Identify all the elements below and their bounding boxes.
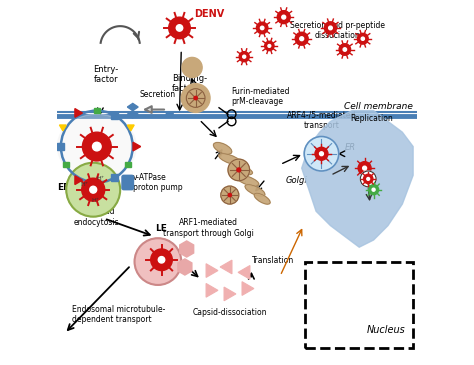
Polygon shape bbox=[133, 142, 141, 151]
Text: ER: ER bbox=[345, 143, 356, 152]
Circle shape bbox=[228, 193, 231, 197]
Circle shape bbox=[372, 188, 375, 191]
Polygon shape bbox=[206, 284, 218, 297]
Circle shape bbox=[268, 45, 271, 47]
Circle shape bbox=[66, 163, 120, 217]
Circle shape bbox=[151, 249, 173, 270]
Circle shape bbox=[92, 142, 101, 151]
Polygon shape bbox=[238, 265, 250, 279]
Text: LE: LE bbox=[155, 224, 167, 233]
Polygon shape bbox=[59, 125, 66, 131]
Circle shape bbox=[358, 162, 371, 174]
Circle shape bbox=[364, 174, 373, 184]
Circle shape bbox=[360, 171, 376, 187]
Text: ARF1-mediated
transport through Golgi: ARF1-mediated transport through Golgi bbox=[163, 218, 254, 238]
Circle shape bbox=[304, 137, 339, 171]
Text: Secretion and pr-peptide
dissociation: Secretion and pr-peptide dissociation bbox=[290, 21, 385, 40]
Circle shape bbox=[343, 48, 346, 51]
Polygon shape bbox=[75, 176, 82, 185]
Polygon shape bbox=[93, 184, 100, 190]
Circle shape bbox=[260, 26, 264, 30]
Polygon shape bbox=[178, 259, 191, 275]
Circle shape bbox=[186, 89, 205, 107]
Text: Golgi: Golgi bbox=[285, 176, 307, 185]
Circle shape bbox=[339, 44, 351, 55]
Circle shape bbox=[369, 185, 379, 195]
Polygon shape bbox=[128, 103, 138, 111]
Circle shape bbox=[176, 25, 182, 31]
Text: Nucleus: Nucleus bbox=[367, 325, 406, 335]
Text: Endosomal microtubule-
dependent transport: Endosomal microtubule- dependent transpo… bbox=[72, 305, 165, 324]
Circle shape bbox=[319, 152, 323, 156]
Circle shape bbox=[282, 15, 286, 19]
Text: H⁺: H⁺ bbox=[91, 198, 99, 203]
Text: Capsid-dissociation: Capsid-dissociation bbox=[192, 308, 267, 317]
Polygon shape bbox=[128, 111, 138, 118]
Polygon shape bbox=[128, 125, 134, 131]
Ellipse shape bbox=[219, 154, 241, 165]
Circle shape bbox=[158, 257, 165, 263]
Circle shape bbox=[256, 22, 268, 34]
Ellipse shape bbox=[213, 142, 232, 154]
Polygon shape bbox=[224, 287, 236, 301]
Circle shape bbox=[300, 37, 304, 41]
Ellipse shape bbox=[229, 165, 253, 175]
Text: Entry-
factor: Entry- factor bbox=[93, 65, 118, 84]
Circle shape bbox=[277, 11, 290, 24]
Bar bbox=[305, 262, 413, 348]
Circle shape bbox=[239, 52, 249, 62]
Polygon shape bbox=[111, 112, 118, 119]
Polygon shape bbox=[180, 241, 193, 257]
Ellipse shape bbox=[245, 185, 265, 196]
Circle shape bbox=[367, 177, 370, 180]
Text: v-ATPase
proton pump: v-ATPase proton pump bbox=[133, 173, 182, 192]
Ellipse shape bbox=[237, 175, 259, 186]
Text: DENV: DENV bbox=[194, 9, 224, 19]
Circle shape bbox=[324, 22, 337, 34]
Circle shape bbox=[264, 41, 274, 51]
Circle shape bbox=[295, 32, 308, 45]
Circle shape bbox=[361, 37, 365, 41]
Circle shape bbox=[328, 26, 332, 30]
Text: EE: EE bbox=[58, 183, 70, 192]
Text: Secretion: Secretion bbox=[140, 90, 176, 99]
Text: H⁺: H⁺ bbox=[80, 182, 88, 187]
Polygon shape bbox=[57, 143, 64, 150]
Polygon shape bbox=[242, 282, 254, 295]
Text: Cell membrane: Cell membrane bbox=[344, 101, 413, 111]
Circle shape bbox=[90, 186, 97, 193]
Circle shape bbox=[194, 96, 197, 100]
Text: H⁺: H⁺ bbox=[96, 176, 104, 181]
Text: ARF4-/5-mediated
transport: ARF4-/5-mediated transport bbox=[287, 111, 356, 130]
Text: Furin-mediated
prM-cleavage: Furin-mediated prM-cleavage bbox=[232, 87, 290, 106]
Polygon shape bbox=[111, 174, 118, 181]
Polygon shape bbox=[206, 264, 218, 277]
Circle shape bbox=[363, 166, 366, 170]
Polygon shape bbox=[57, 114, 137, 179]
Circle shape bbox=[315, 147, 328, 160]
Circle shape bbox=[135, 238, 181, 285]
Ellipse shape bbox=[254, 193, 270, 204]
Polygon shape bbox=[301, 111, 413, 247]
Polygon shape bbox=[75, 108, 82, 117]
Circle shape bbox=[182, 57, 202, 77]
Text: Clathrin
mediated
endocytosis: Clathrin mediated endocytosis bbox=[74, 197, 119, 227]
Text: Replication: Replication bbox=[350, 114, 393, 123]
Circle shape bbox=[82, 178, 105, 201]
Polygon shape bbox=[63, 162, 69, 168]
Circle shape bbox=[221, 186, 239, 204]
Circle shape bbox=[237, 168, 241, 172]
Text: Translation: Translation bbox=[252, 256, 294, 265]
Circle shape bbox=[357, 33, 368, 44]
Circle shape bbox=[228, 159, 250, 181]
Circle shape bbox=[243, 55, 246, 58]
Polygon shape bbox=[220, 260, 232, 274]
Text: Binding-
factor: Binding- factor bbox=[173, 74, 208, 93]
FancyBboxPatch shape bbox=[122, 175, 134, 190]
Circle shape bbox=[82, 132, 111, 161]
Circle shape bbox=[169, 17, 190, 39]
Polygon shape bbox=[94, 108, 100, 114]
Polygon shape bbox=[125, 162, 131, 168]
Circle shape bbox=[181, 84, 210, 112]
